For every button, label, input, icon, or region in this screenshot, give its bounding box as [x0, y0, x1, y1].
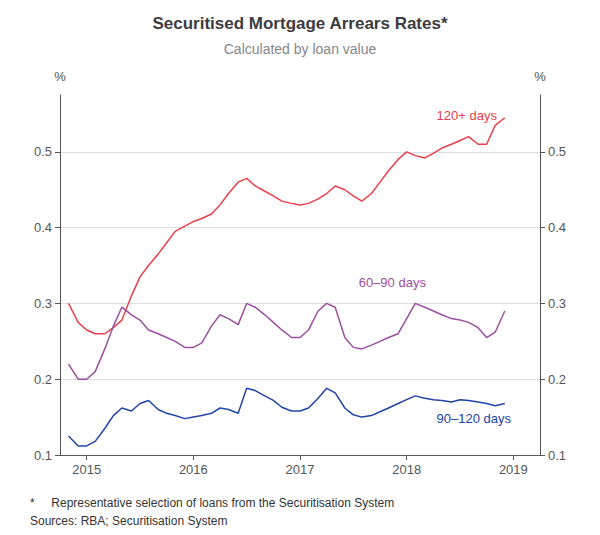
- svg-text:2019: 2019: [499, 462, 528, 477]
- svg-text:0.3: 0.3: [548, 296, 566, 311]
- svg-text:2018: 2018: [392, 462, 421, 477]
- svg-text:Securitised Mortgage Arrears R: Securitised Mortgage Arrears Rates*: [152, 14, 447, 33]
- svg-text:120+ days: 120+ days: [437, 108, 498, 123]
- svg-text:60–90 days: 60–90 days: [359, 275, 427, 290]
- svg-text:90–120 days: 90–120 days: [437, 411, 512, 426]
- svg-text:0.3: 0.3: [34, 296, 52, 311]
- svg-text:0.1: 0.1: [34, 448, 52, 463]
- svg-text:0.4: 0.4: [34, 220, 52, 235]
- svg-text:0.1: 0.1: [548, 448, 566, 463]
- svg-text:* Representative selection: * Representative selection of loans from…: [30, 496, 394, 510]
- svg-text:Calculated by loan value: Calculated by loan value: [224, 41, 377, 57]
- svg-text:0.5: 0.5: [34, 144, 52, 159]
- svg-text:2017: 2017: [286, 462, 315, 477]
- svg-text:0.4: 0.4: [548, 220, 566, 235]
- svg-text:0.5: 0.5: [548, 144, 566, 159]
- svg-text:2016: 2016: [179, 462, 208, 477]
- svg-text:0.2: 0.2: [548, 372, 566, 387]
- svg-text:2015: 2015: [72, 462, 101, 477]
- svg-text:Sources: RBA; Securitisation S: Sources: RBA; Securitisation System: [30, 514, 227, 528]
- svg-text:0.2: 0.2: [34, 372, 52, 387]
- svg-text:%: %: [54, 69, 66, 84]
- svg-text:%: %: [534, 69, 546, 84]
